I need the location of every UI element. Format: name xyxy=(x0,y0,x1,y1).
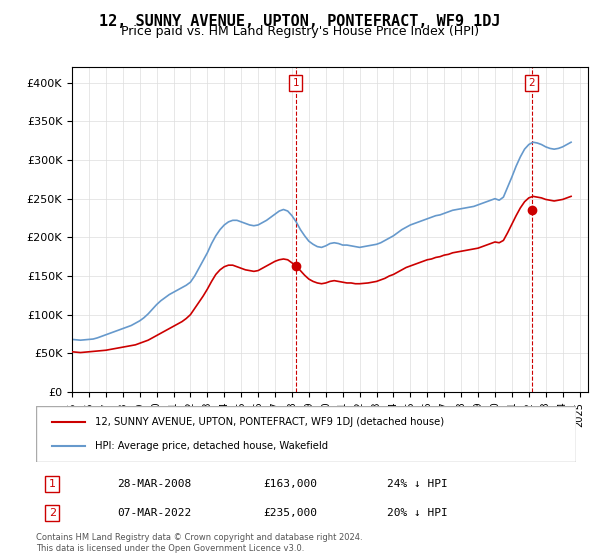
Text: £235,000: £235,000 xyxy=(263,508,317,518)
Text: 12, SUNNY AVENUE, UPTON, PONTEFRACT, WF9 1DJ: 12, SUNNY AVENUE, UPTON, PONTEFRACT, WF9… xyxy=(99,14,501,29)
Text: 20% ↓ HPI: 20% ↓ HPI xyxy=(387,508,448,518)
FancyBboxPatch shape xyxy=(36,406,576,462)
Text: £163,000: £163,000 xyxy=(263,479,317,489)
Text: 2: 2 xyxy=(529,78,535,88)
Text: Price paid vs. HM Land Registry's House Price Index (HPI): Price paid vs. HM Land Registry's House … xyxy=(121,25,479,38)
Text: 1: 1 xyxy=(49,479,56,489)
Text: 07-MAR-2022: 07-MAR-2022 xyxy=(117,508,191,518)
Text: 28-MAR-2008: 28-MAR-2008 xyxy=(117,479,191,489)
Text: 1: 1 xyxy=(293,78,299,88)
Text: 12, SUNNY AVENUE, UPTON, PONTEFRACT, WF9 1DJ (detached house): 12, SUNNY AVENUE, UPTON, PONTEFRACT, WF9… xyxy=(95,417,445,427)
Text: HPI: Average price, detached house, Wakefield: HPI: Average price, detached house, Wake… xyxy=(95,441,329,451)
Text: Contains HM Land Registry data © Crown copyright and database right 2024.
This d: Contains HM Land Registry data © Crown c… xyxy=(36,533,362,553)
Text: 24% ↓ HPI: 24% ↓ HPI xyxy=(387,479,448,489)
Text: 2: 2 xyxy=(49,508,56,518)
